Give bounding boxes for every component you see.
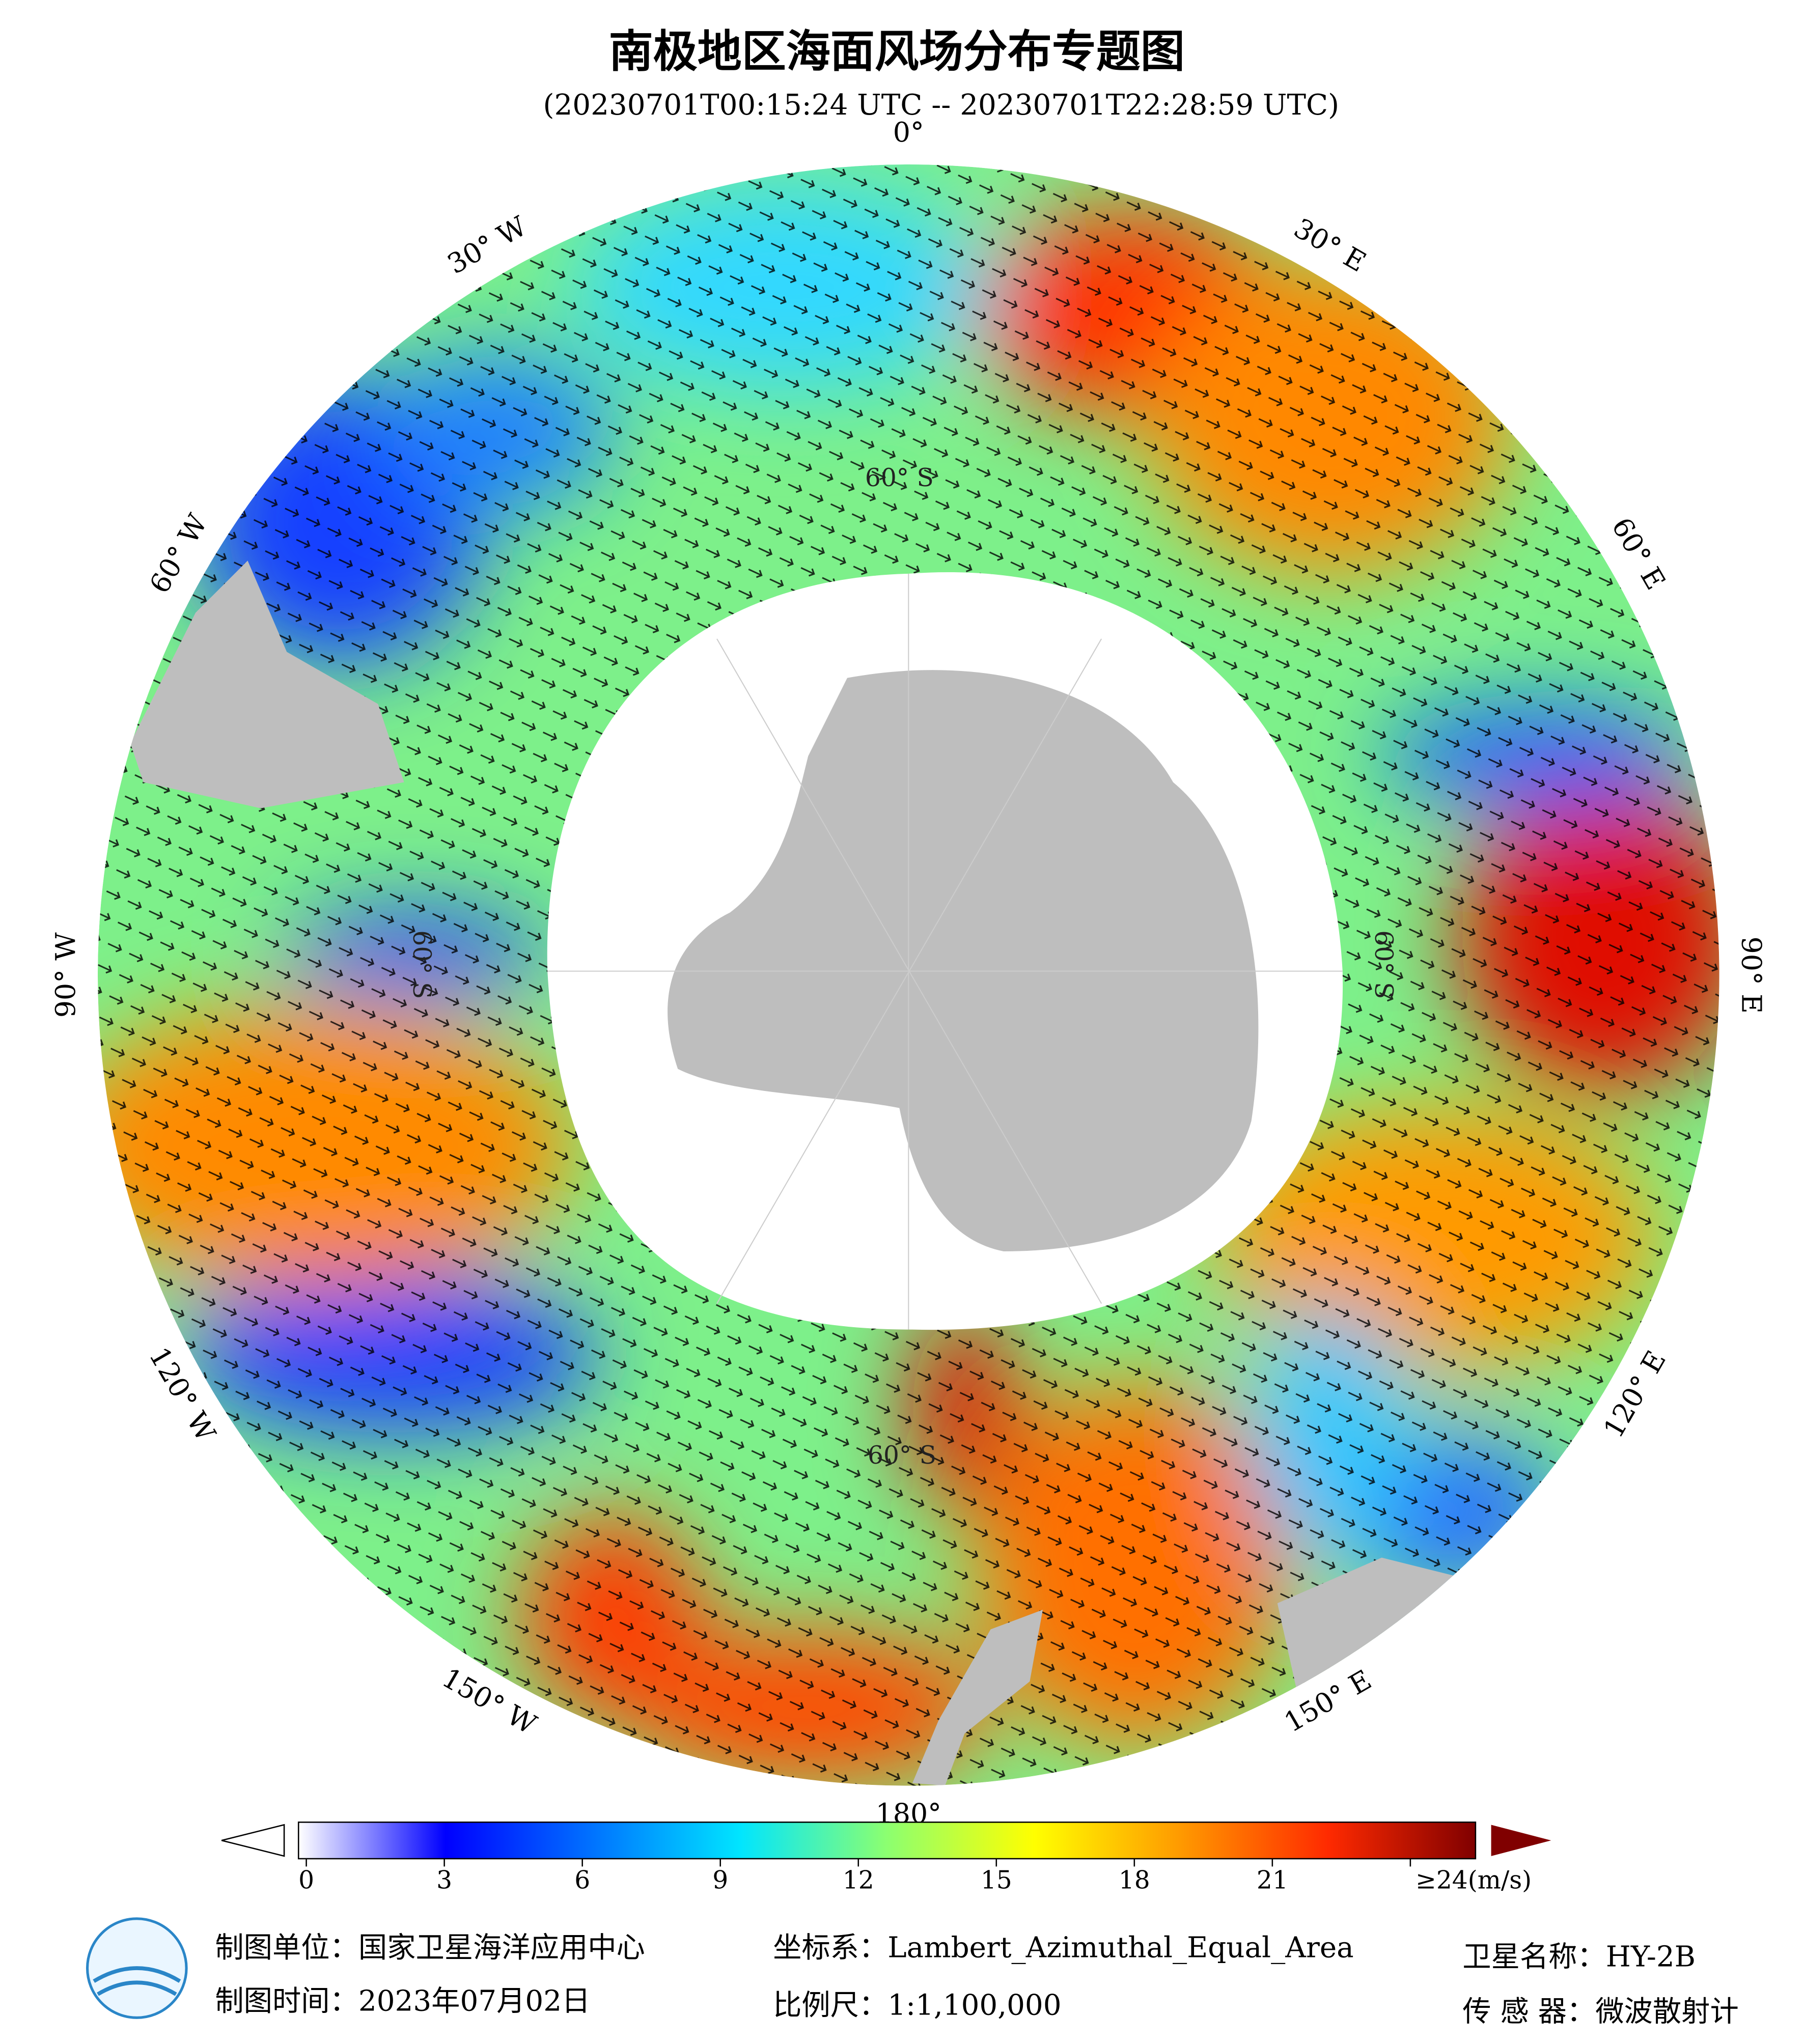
antarctica [668,670,1259,1252]
lat-label: 60° S [407,930,436,999]
title: 南极地区海面风场分布专题图 [609,25,1185,77]
tick-label: 0 [298,1866,314,1895]
lon-label: 0° [893,116,924,148]
tick-label: 18 [1119,1866,1150,1895]
footer-text: 制图时间：2023年07月02日 [215,1985,590,2018]
footer-text: 传 感 器：微波散射计 [1462,1995,1738,2028]
lat-label: 60° S [1369,930,1398,999]
tick-label: 12 [843,1866,874,1895]
tick-label: 9 [712,1866,728,1895]
tick-label: 21 [1257,1866,1288,1895]
colorbar: 0 3 6 9 12 15 18 21 ≥24(m/s) [221,1822,1551,1895]
logo [86,1917,188,2019]
footer-text: 制图单位：国家卫星海洋应用中心 [215,1931,645,1965]
footer-text: 坐标系：Lambert_Azimuthal_Equal_Area [773,1931,1354,1965]
tick-label: 3 [436,1866,452,1895]
lon-label: 90° W [49,932,81,1018]
lat-label: 60° S [868,1441,936,1470]
footer-text: 卫星名称：HY-2B [1462,1941,1696,1974]
tick-label: 15 [981,1866,1012,1895]
footer-text: 比例尺：1:1,100,000 [773,1989,1062,2022]
tick-label: 6 [574,1866,590,1895]
tick-label: ≥24(m/s) [1416,1866,1532,1895]
graticule [547,573,1343,1330]
subtitle: (20230701T00:15:24 UTC -- 20230701T22:28… [543,89,1340,122]
lon-label: 90° E [1735,937,1767,1014]
lat-label: 60° S [865,464,934,492]
